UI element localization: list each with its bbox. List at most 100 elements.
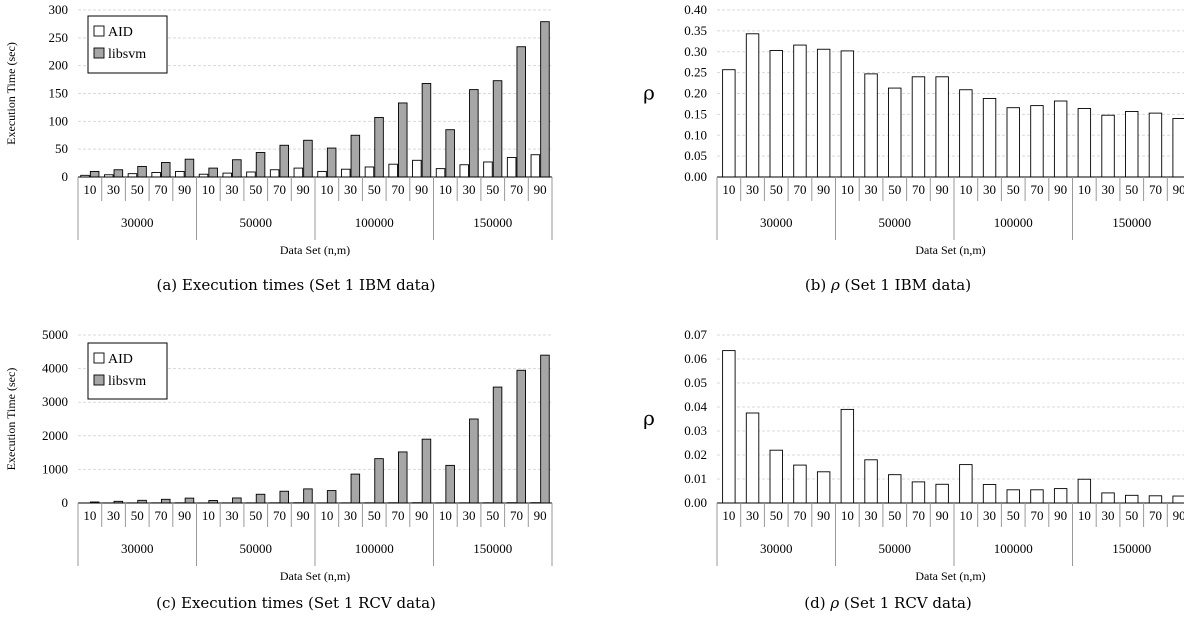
legend-label: libsvm — [108, 374, 146, 389]
x-tick-label: 10 — [320, 508, 333, 523]
x-tick-label: 10 — [841, 182, 854, 197]
bar — [541, 22, 550, 177]
x-tick-label: 70 — [912, 182, 925, 197]
bar — [1078, 109, 1091, 177]
x-group-label: 150000 — [473, 215, 512, 230]
y-tick-label: 0.07 — [684, 327, 707, 342]
bar — [889, 88, 902, 177]
x-tick-label: 70 — [1149, 182, 1162, 197]
x-tick-label: 50 — [249, 508, 262, 523]
x-tick-label: 90 — [1173, 508, 1184, 523]
legend-label: AID — [108, 25, 133, 40]
caption-d-suffix: (Set 1 RCV data) — [839, 594, 972, 612]
bar — [389, 164, 398, 177]
bar — [936, 484, 949, 503]
y-tick-label: 0.06 — [684, 351, 707, 366]
y-tick-label: 0.05 — [684, 148, 707, 163]
bar — [304, 140, 313, 177]
x-tick-label: 30 — [344, 508, 357, 523]
y-tick-label: 1000 — [42, 461, 68, 476]
bar — [351, 474, 360, 503]
x-tick-label: 10 — [722, 182, 735, 197]
x-axis-title: Data Set (n,m) — [915, 243, 985, 257]
caption-b-suffix: (Set 1 IBM data) — [840, 276, 971, 294]
caption-c: (c) Execution times (Set 1 RCV data) — [0, 594, 592, 612]
y-tick-label: 0.00 — [684, 495, 707, 510]
x-tick-label: 50 — [888, 182, 901, 197]
x-tick-label: 90 — [1054, 508, 1067, 523]
x-tick-label: 10 — [202, 182, 215, 197]
bar — [517, 47, 526, 177]
x-axis-title: Data Set (n,m) — [280, 243, 350, 257]
y-tick-label: 3000 — [42, 394, 68, 409]
bar — [1126, 495, 1139, 503]
x-tick-label: 50 — [1007, 508, 1020, 523]
y-tick-label: 0.30 — [684, 44, 707, 59]
x-tick-label: 70 — [912, 508, 925, 523]
legend-label: AID — [108, 352, 133, 367]
bar — [1126, 111, 1139, 177]
bar — [507, 158, 516, 177]
x-tick-label: 90 — [178, 182, 191, 197]
bar — [794, 45, 807, 177]
x-tick-label: 50 — [486, 508, 499, 523]
bar — [413, 160, 422, 177]
bar — [398, 103, 407, 177]
y-tick-label: 0.00 — [684, 169, 707, 184]
bar — [1007, 108, 1020, 177]
bar — [841, 51, 854, 177]
x-tick-label: 30 — [107, 182, 120, 197]
x-tick-label: 30 — [746, 508, 759, 523]
x-tick-label: 10 — [1078, 182, 1091, 197]
bar — [1173, 496, 1184, 503]
rho-chart-rcv: 0.000.010.020.030.040.050.060.0710 30 50 70… — [592, 322, 1184, 587]
y-axis-title: ρ — [643, 406, 655, 430]
bar — [1102, 493, 1115, 503]
caption-b: (b) ρ (Set 1 IBM data) — [592, 276, 1184, 294]
bar — [128, 174, 137, 177]
bar — [294, 168, 303, 177]
legend-swatch — [94, 375, 104, 385]
x-tick-label: 10 — [1078, 508, 1091, 523]
bar — [484, 162, 493, 177]
x-tick-label: 90 — [817, 508, 830, 523]
x-tick-label: 90 — [178, 508, 191, 523]
bar — [1031, 106, 1044, 177]
bar — [351, 135, 360, 177]
y-tick-label: 4000 — [42, 361, 68, 376]
x-group-label: 150000 — [473, 541, 512, 556]
bar — [746, 413, 759, 503]
x-tick-label: 10 — [959, 508, 972, 523]
bar — [817, 472, 830, 503]
x-tick-label: 10 — [959, 182, 972, 197]
bar — [90, 171, 99, 177]
y-tick-label: 250 — [49, 30, 69, 45]
x-tick-label: 30 — [983, 182, 996, 197]
x-tick-label: 50 — [888, 508, 901, 523]
x-tick-label: 30 — [746, 182, 759, 197]
bar — [247, 172, 256, 177]
bar — [318, 171, 327, 177]
y-tick-label: 100 — [49, 113, 69, 128]
y-tick-label: 5000 — [42, 327, 68, 342]
bar — [233, 160, 242, 177]
x-tick-label: 10 — [439, 182, 452, 197]
caption-a: (a) Execution times (Set 1 IBM data) — [0, 276, 592, 294]
legend-swatch — [94, 48, 104, 58]
x-tick-label: 50 — [131, 508, 144, 523]
x-tick-label: 10 — [202, 508, 215, 523]
x-tick-label: 90 — [297, 182, 310, 197]
bar — [912, 482, 925, 503]
x-tick-label: 90 — [817, 182, 830, 197]
bar — [470, 90, 479, 177]
bar — [493, 387, 502, 503]
x-tick-label: 30 — [463, 508, 476, 523]
x-tick-label: 50 — [368, 182, 381, 197]
execution-time-chart-ibm: 0 50 100 150 200 250 300 10 30 50 70 90 10 30 50 70 90 10… — [0, 0, 592, 270]
x-group-label: 150000 — [1112, 541, 1151, 556]
bar — [817, 49, 830, 177]
x-tick-label: 70 — [510, 508, 523, 523]
x-tick-label: 70 — [154, 182, 167, 197]
x-tick-label: 50 — [131, 182, 144, 197]
x-group-label: 100000 — [994, 215, 1033, 230]
